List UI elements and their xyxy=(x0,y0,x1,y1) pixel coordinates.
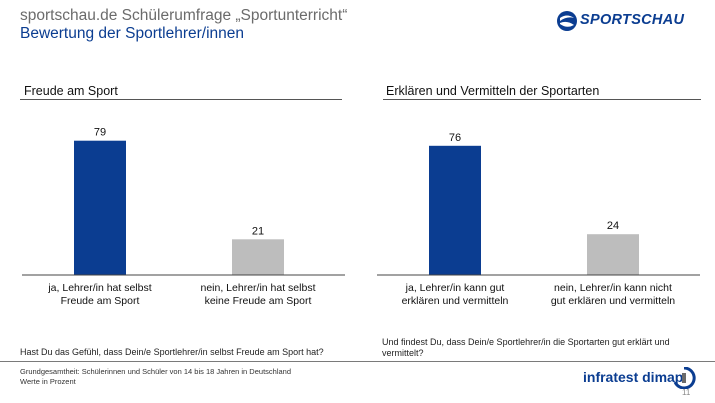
chart-2-value-label-1: 24 xyxy=(607,220,619,232)
chart-2-bar-1 xyxy=(587,234,639,275)
chart-1-value-label-0: 79 xyxy=(94,127,106,139)
chart-2-title: Erklären und Vermitteln der Sportarten xyxy=(386,84,600,98)
chart-2-question: Und findest Du, dass Dein/e Sportlehrer/… xyxy=(382,337,670,358)
page-number: 11 xyxy=(682,388,691,397)
chart-1-category-label-1-line-1: keine Freude am Sport xyxy=(205,295,312,307)
chart-2-bar-0 xyxy=(429,145,481,275)
chart-2-value-label-0: 76 xyxy=(449,132,461,144)
chart-1-category-label-0-line-1: Freude am Sport xyxy=(61,295,140,307)
sportschau-logo: SPORTSCHAU xyxy=(556,10,701,34)
chart-1-question: Hast Du das Gefühl, dass Dein/e Sportleh… xyxy=(20,347,324,357)
chart-2-category-label-0-line-0: ja, Lehrer/in kann gut xyxy=(405,282,505,294)
infratest-logo-text: infratest dimap xyxy=(583,369,684,385)
chart-1-bar-1 xyxy=(232,239,284,275)
chart-2-category-label-0-line-1: erklären und vermitteln xyxy=(402,295,509,307)
chart-2-category-label-1-line-0: nein, Lehrer/in kann nicht xyxy=(554,282,672,294)
sportschau-logo-icon xyxy=(557,11,577,31)
chart-1-value-label-1: 21 xyxy=(252,225,264,237)
chart-2-category-label-1-line-1: gut erklären und vermitteln xyxy=(551,295,675,307)
chart-1-title: Freude am Sport xyxy=(24,84,118,98)
sportschau-logo-text: SPORTSCHAU xyxy=(580,12,685,28)
chart-1-bar-0 xyxy=(74,140,126,275)
footer-divider xyxy=(0,361,715,362)
chart-1-category-label-0-line-0: ja, Lehrer/in hat selbst xyxy=(47,282,151,294)
chart-2-title-underline xyxy=(383,99,701,100)
page-title: sportschau.de Schülerumfrage „Sportunter… xyxy=(20,7,348,24)
infratest-logo-icon xyxy=(673,367,696,389)
chart-1-title-underline xyxy=(20,99,342,100)
footer-unit: Werte in Prozent xyxy=(20,377,76,386)
page-subtitle: Bewertung der Sportlehrer/innen xyxy=(20,25,245,42)
footer-basis: Grundgesamtheit: Schülerinnen und Schüle… xyxy=(20,367,292,376)
chart-1-category-label-1-line-0: nein, Lehrer/in hat selbst xyxy=(201,282,316,294)
